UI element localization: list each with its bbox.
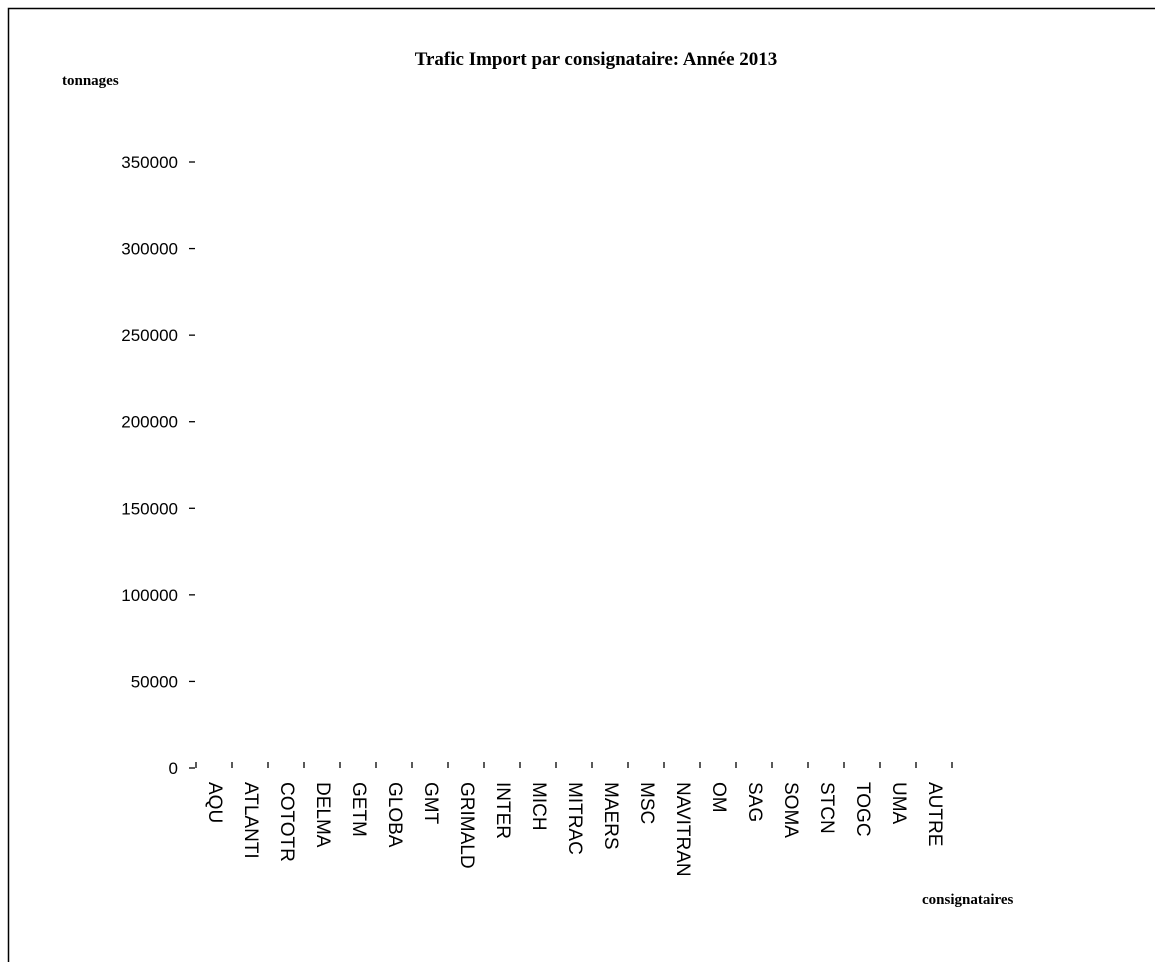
x-tick-label: INTER	[492, 782, 513, 839]
chart-title: Trafic Import par consignataire: Année 2…	[415, 49, 778, 70]
x-tick-label: MITRAC	[564, 782, 585, 855]
x-tick-label: ATLANTI	[240, 782, 261, 859]
x-tick-label: COTOTR	[276, 782, 297, 862]
y-tick-label: 300000	[121, 240, 178, 259]
y-axis-title: tonnages	[62, 73, 119, 89]
y-tick-label: 200000	[121, 413, 178, 432]
y-tick-label: 350000	[121, 153, 178, 172]
x-axis-title: consignataires	[922, 892, 1014, 908]
x-tick-label: GRIMALD	[456, 782, 477, 869]
x-tick-label: MICH	[528, 782, 549, 831]
x-tick-label: GETM	[348, 782, 369, 837]
y-tick-label: 50000	[131, 672, 178, 691]
x-tick-label: TOGC	[852, 782, 873, 837]
x-tick-label: STCN	[816, 782, 837, 834]
y-tick-label: 0	[169, 759, 178, 778]
x-tick-label: GMT	[420, 782, 441, 825]
x-tick-label: OM	[708, 782, 729, 813]
x-tick-label: SAG	[744, 782, 765, 822]
frame	[7, 7, 1155, 962]
y-tick-label: 100000	[121, 586, 178, 605]
x-tick-label: AUTRE	[924, 782, 945, 846]
x-tick-label: UMA	[888, 782, 909, 825]
x-tick-label: GLOBA	[384, 782, 405, 848]
x-tick-label: NAVITRAN	[672, 782, 693, 877]
x-tick-label: MAERS	[600, 782, 621, 850]
y-tick-label: 250000	[121, 326, 178, 345]
x-tick-label: SOMA	[780, 782, 801, 838]
y-tick-label: 150000	[121, 499, 178, 518]
x-tick-label: DELMA	[312, 782, 333, 848]
x-tick-label: MSC	[636, 782, 657, 824]
x-tick-label: AQU	[204, 782, 225, 823]
